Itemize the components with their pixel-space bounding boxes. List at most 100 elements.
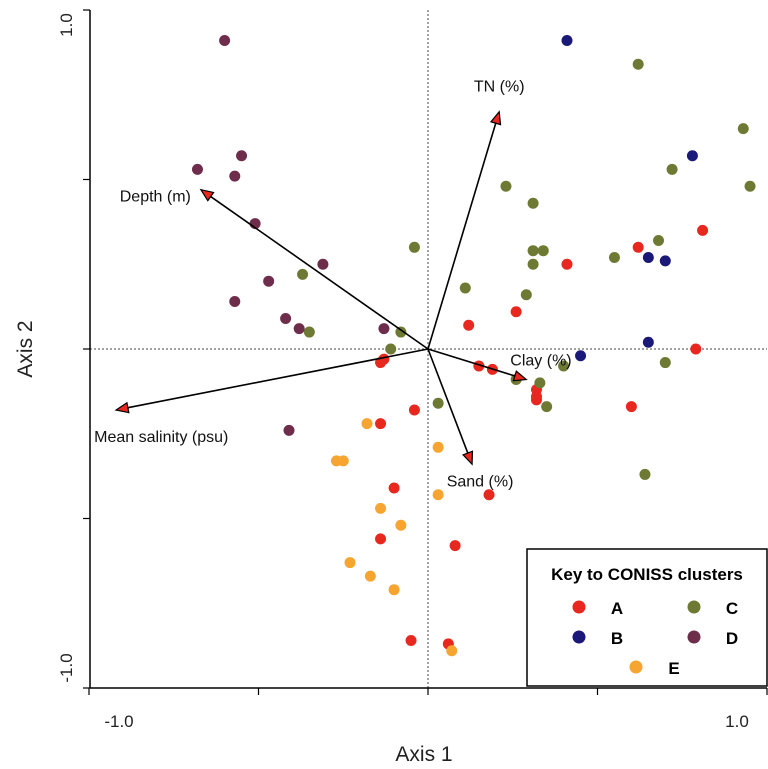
- environmental-vectors: TN (%) Depth (m) Clay (%) Mean salinity (ps…: [94, 79, 572, 491]
- point-E-5: [375, 502, 387, 514]
- point-E-3: [337, 455, 349, 467]
- point-A-5: [690, 343, 702, 355]
- point-C-15: [303, 326, 315, 338]
- point-C-1: [737, 123, 749, 135]
- point-E-10: [446, 645, 458, 657]
- x-tick-label-left: -1.0: [104, 712, 133, 731]
- point-A-20: [405, 635, 417, 647]
- point-D-11: [283, 424, 295, 436]
- point-D-10: [378, 323, 390, 335]
- x-tick-label-right: 1.0: [725, 712, 749, 731]
- point-C-22: [659, 357, 671, 369]
- vector-line-4: [427, 348, 469, 454]
- legend-box: [526, 548, 768, 687]
- point-C-13: [459, 282, 471, 294]
- point-D-6: [263, 275, 275, 287]
- x-axis-title: Axis 1: [395, 743, 452, 766]
- series-A: [375, 224, 709, 650]
- point-C-17: [385, 343, 397, 355]
- point-A-2: [561, 258, 573, 270]
- vector-line-1: [210, 195, 429, 350]
- legend-item-B: B: [572, 629, 623, 648]
- series-C: [297, 58, 756, 480]
- point-E-8: [364, 570, 376, 582]
- point-B-4: [642, 336, 654, 348]
- point-B-2: [642, 251, 654, 263]
- point-D-3: [229, 170, 241, 182]
- point-D-2: [236, 150, 248, 162]
- y-axis-title: Axis 2: [14, 320, 37, 377]
- point-C-14: [520, 289, 532, 301]
- vector-arrowhead-4: [462, 450, 474, 466]
- legend-label-E: E: [668, 659, 679, 678]
- point-C-6: [527, 245, 539, 257]
- legend-marker-D: [687, 630, 701, 644]
- legend-label-C: C: [726, 599, 738, 618]
- point-C-3: [744, 180, 756, 192]
- vector-line-3: [127, 348, 429, 409]
- point-A-14: [408, 404, 420, 416]
- legend-marker-B: [572, 630, 586, 644]
- legend-item-D: D: [687, 629, 738, 648]
- legend-item-C: C: [687, 599, 738, 618]
- point-A-16: [388, 482, 400, 494]
- point-C-19: [534, 377, 546, 389]
- point-C-21: [541, 401, 553, 413]
- point-A-15: [375, 418, 387, 430]
- point-C-5: [527, 197, 539, 209]
- point-A-12: [530, 394, 542, 406]
- vector-1: Depth (m): [120, 189, 429, 350]
- vector-label-2: Clay (%): [510, 353, 571, 370]
- legend-label-A: A: [611, 599, 623, 618]
- point-E-4: [432, 489, 444, 501]
- legend-marker-C: [687, 600, 701, 614]
- point-C-18: [558, 360, 570, 372]
- point-C-0: [632, 58, 644, 70]
- point-A-4: [463, 319, 475, 331]
- point-E-0: [361, 418, 373, 430]
- point-A-3: [510, 306, 522, 318]
- legend-label-D: D: [726, 629, 738, 648]
- vector-arrowhead-2: [512, 370, 528, 382]
- point-C-8: [527, 258, 539, 270]
- point-D-1: [191, 163, 203, 175]
- vector-4: Sand (%): [427, 348, 514, 490]
- vector-2: Clay (%): [427, 348, 572, 382]
- vector-label-3: Mean salinity (psu): [94, 429, 228, 446]
- point-C-11: [408, 241, 420, 253]
- point-D-0: [219, 35, 231, 47]
- point-A-17: [483, 489, 495, 501]
- point-E-1: [432, 441, 444, 453]
- legend-item-E: E: [629, 659, 680, 678]
- point-A-19: [449, 540, 461, 552]
- vector-arrowhead-0: [489, 110, 502, 126]
- point-C-23: [432, 397, 444, 409]
- point-C-16: [395, 326, 407, 338]
- point-D-5: [317, 258, 329, 270]
- series-E: [330, 418, 458, 657]
- vector-label-4: Sand (%): [447, 473, 514, 490]
- point-A-18: [375, 533, 387, 545]
- legend: Key to CONISS clusters A C B D E: [526, 548, 768, 687]
- point-A-0: [697, 224, 709, 236]
- point-A-1: [632, 241, 644, 253]
- point-D-9: [293, 323, 305, 335]
- legend-item-A: A: [572, 599, 623, 618]
- legend-title: Key to CONISS clusters: [551, 565, 743, 584]
- point-E-9: [388, 584, 400, 596]
- point-E-7: [344, 557, 356, 569]
- point-B-0: [561, 35, 573, 47]
- legend-label-B: B: [611, 629, 623, 648]
- vector-0: TN (%): [427, 79, 525, 350]
- y-tick-label-top: 1.0: [57, 13, 76, 37]
- reference-lines: [90, 10, 767, 688]
- vector-line-0: [427, 122, 497, 350]
- point-D-7: [229, 296, 241, 308]
- point-C-10: [653, 235, 665, 247]
- point-D-8: [280, 312, 292, 324]
- vector-line-2: [427, 348, 516, 377]
- point-C-12: [297, 268, 309, 280]
- vector-3: Mean salinity (psu): [94, 348, 429, 446]
- vector-arrowhead-3: [114, 401, 130, 414]
